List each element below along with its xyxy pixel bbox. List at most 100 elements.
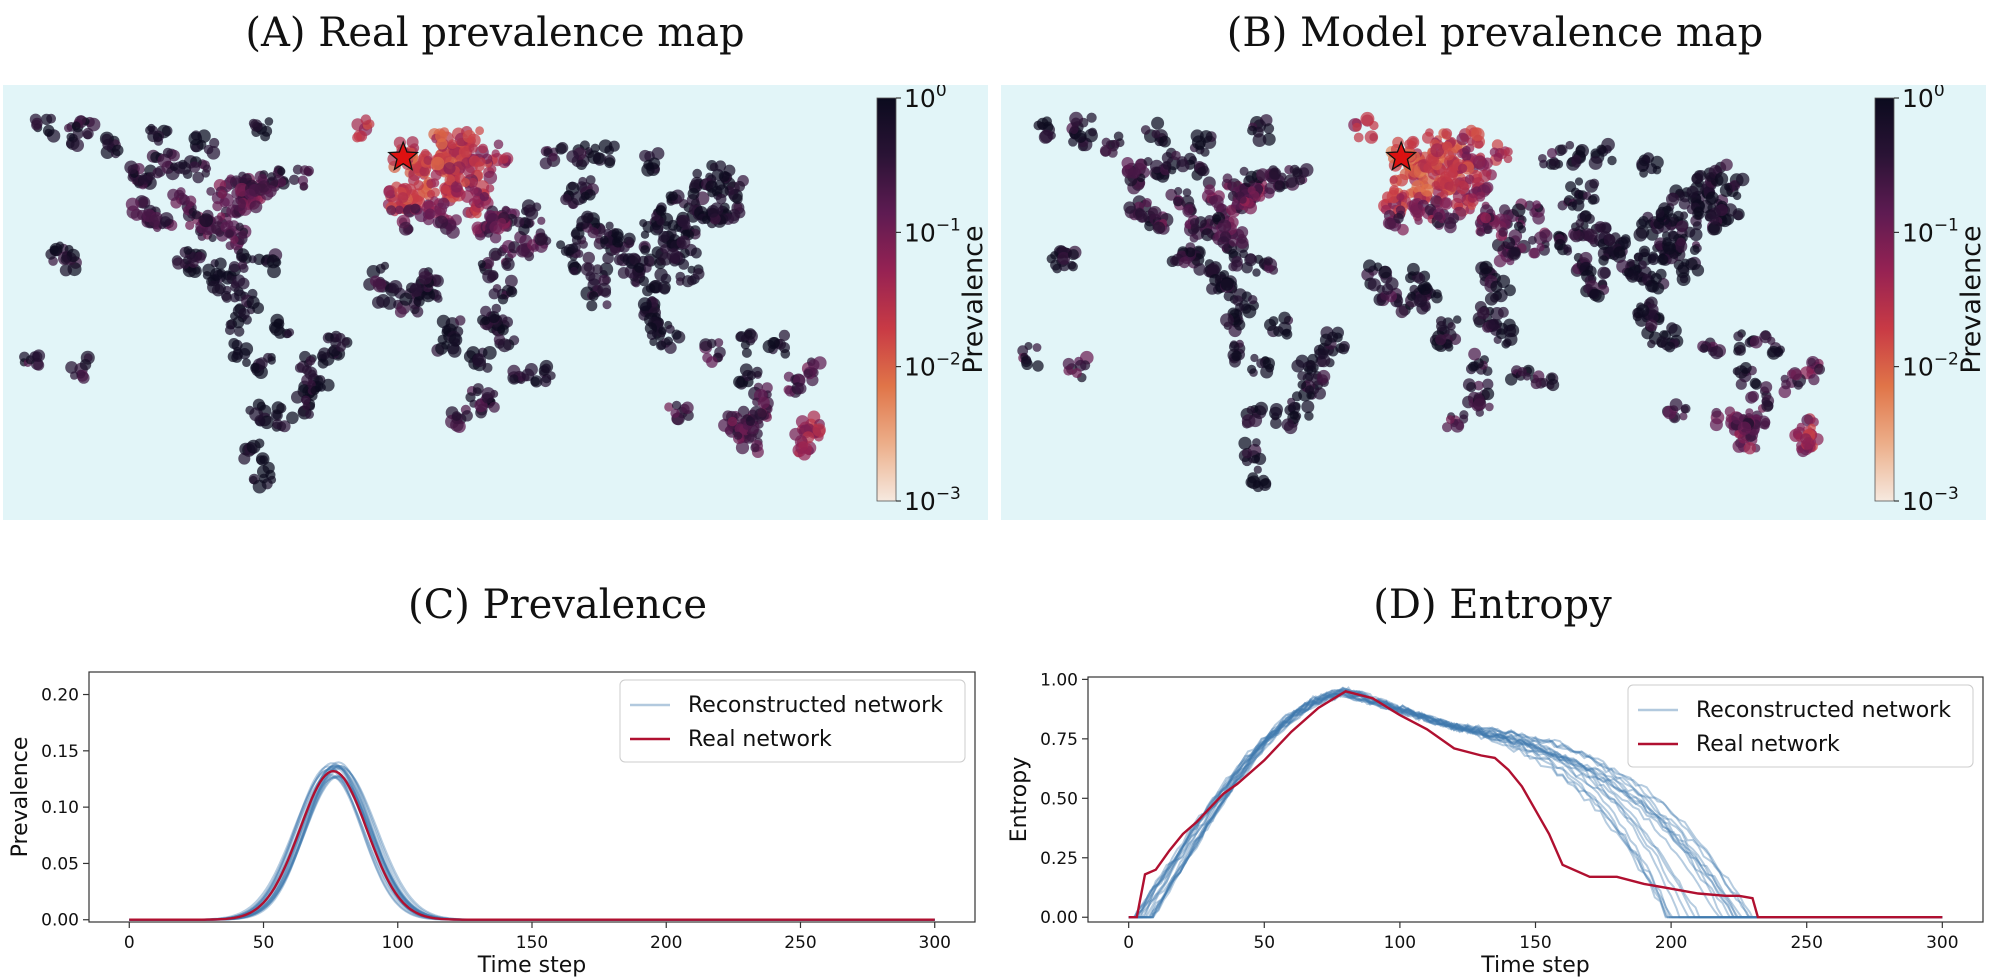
airport-point <box>482 362 493 373</box>
airport-point <box>702 215 711 224</box>
airport-point <box>1773 347 1784 358</box>
airport-point <box>207 280 221 294</box>
airport-point <box>1598 221 1612 235</box>
airport-point <box>1504 147 1513 157</box>
airport-point <box>1228 237 1239 247</box>
airport-point <box>250 363 260 372</box>
airport-point <box>1749 335 1763 349</box>
colorbar-tick-label: 10−3 <box>904 484 961 516</box>
reconstructed-network-line <box>1128 688 1943 919</box>
airport-point <box>468 177 478 188</box>
airport-point <box>468 143 478 153</box>
airport-point <box>199 213 214 228</box>
airport-point <box>1793 380 1803 390</box>
airport-point <box>687 187 700 200</box>
airport-point <box>597 282 612 297</box>
airport-point <box>138 198 148 208</box>
airport-point <box>667 219 679 231</box>
airport-point <box>1032 360 1044 372</box>
airport-point <box>567 243 579 254</box>
airport-point <box>366 265 381 279</box>
airport-point <box>423 155 433 165</box>
airport-point <box>789 427 803 441</box>
airport-point <box>60 254 71 265</box>
airport-point <box>1549 156 1559 167</box>
airport-point <box>1174 187 1183 196</box>
airport-point <box>1473 358 1484 369</box>
airport-point <box>1220 313 1234 327</box>
airport-point <box>706 205 720 218</box>
airport-point <box>1238 195 1247 204</box>
airport-point <box>1565 140 1575 150</box>
airport-point <box>443 162 456 175</box>
airport-points <box>19 113 827 494</box>
airport-point <box>1661 205 1674 218</box>
airport-point <box>1546 148 1558 159</box>
airport-point <box>1071 368 1082 379</box>
airport-point <box>1246 405 1255 415</box>
airport-point <box>690 247 702 259</box>
airport-point <box>1435 334 1447 346</box>
airport-point <box>1281 328 1293 340</box>
airport-point <box>246 439 261 454</box>
airport-point <box>1796 422 1805 431</box>
airport-point <box>1306 360 1317 371</box>
airport-point <box>250 119 263 132</box>
airport-point <box>397 192 409 203</box>
airport-point <box>1761 400 1774 412</box>
airport-point <box>692 268 705 280</box>
airport-point <box>1714 172 1729 186</box>
airport-point <box>1708 221 1723 236</box>
airport-point <box>245 405 255 415</box>
airport-point <box>257 180 270 193</box>
airport-point <box>1229 341 1240 353</box>
airport-point <box>267 264 281 279</box>
airport-point <box>471 221 485 235</box>
airport-point <box>1128 166 1141 179</box>
airport-point <box>1508 247 1521 260</box>
airport-point <box>1439 197 1453 210</box>
airport-point <box>1264 263 1274 274</box>
airport-point <box>447 344 462 358</box>
y-tick-label: 0.75 <box>1040 730 1078 750</box>
y-tick-label: 0.50 <box>1040 789 1078 809</box>
airport-point <box>1241 447 1253 459</box>
reconstructed-network-line <box>1128 690 1943 919</box>
airport-point <box>1420 183 1434 197</box>
airport-point <box>692 168 702 179</box>
airport-point <box>1745 391 1758 404</box>
airport-point <box>1674 239 1688 253</box>
airport-point <box>321 378 335 392</box>
airport-point <box>617 267 630 279</box>
airport-point <box>1407 262 1420 276</box>
airport-point <box>762 339 776 354</box>
airport-point <box>1270 403 1283 416</box>
reconstructed-network-line <box>129 764 935 921</box>
airport-point <box>291 390 304 404</box>
airport-point <box>497 217 507 227</box>
reconstructed-network-line <box>129 765 935 921</box>
airport-point <box>1528 247 1539 259</box>
airport-point <box>1395 305 1409 319</box>
airport-point <box>1650 155 1664 169</box>
airport-point <box>1251 454 1260 464</box>
airport-point <box>812 423 826 437</box>
airport-point <box>172 257 185 270</box>
airport-point <box>780 349 791 359</box>
airport-point <box>1159 135 1171 148</box>
airport-point <box>1790 369 1803 381</box>
airport-point <box>1626 269 1639 283</box>
y-tick-label: 0.05 <box>41 854 79 874</box>
y-tick-label: 1.00 <box>1040 670 1078 690</box>
airport-point <box>1291 359 1305 373</box>
airport-point <box>570 266 579 275</box>
airport-point <box>1338 343 1349 355</box>
airport-point <box>238 308 250 320</box>
airport-point <box>488 247 502 261</box>
airport-point <box>1247 186 1256 195</box>
reconstructed-network-line <box>1128 691 1943 919</box>
airport-point <box>1409 284 1419 294</box>
airport-point <box>1292 167 1303 178</box>
airport-point <box>1263 256 1273 266</box>
airport-point <box>1067 249 1079 261</box>
